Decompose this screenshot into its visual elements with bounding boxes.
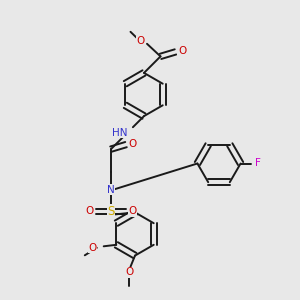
Text: O: O [178, 46, 186, 56]
Text: N: N [107, 184, 115, 195]
Text: O: O [85, 206, 94, 216]
Text: O: O [128, 206, 137, 216]
Text: F: F [255, 158, 261, 169]
Text: O: O [128, 139, 137, 149]
Text: HN: HN [112, 128, 128, 138]
Text: O: O [125, 267, 133, 277]
Text: O: O [136, 36, 145, 46]
Text: O: O [88, 243, 97, 253]
Text: S: S [107, 205, 115, 218]
